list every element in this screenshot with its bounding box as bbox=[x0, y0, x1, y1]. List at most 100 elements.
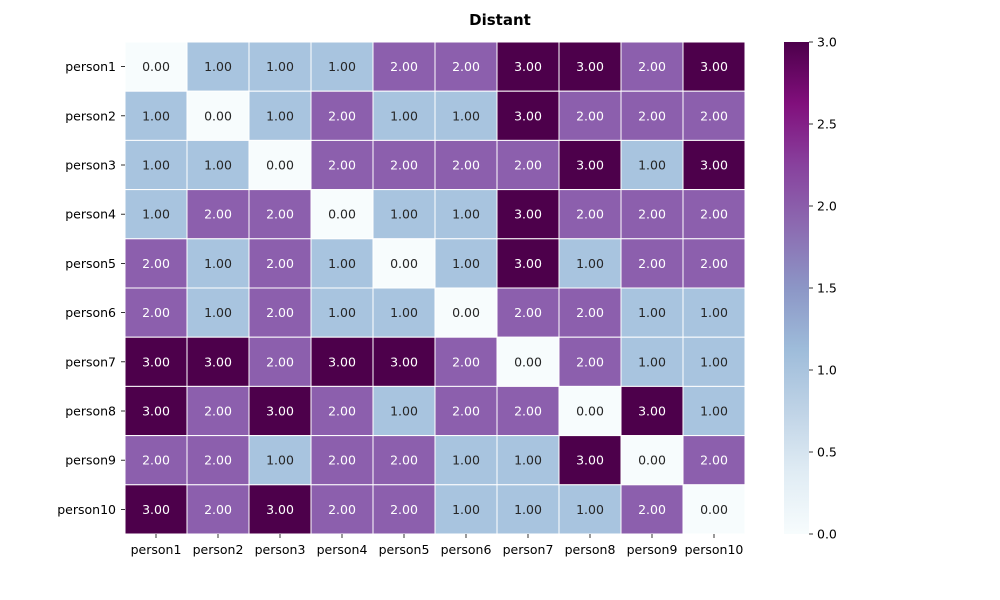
heatmap-cell bbox=[434, 385, 498, 437]
cell-value-label: 2.00 bbox=[576, 305, 604, 320]
heatmap-cell bbox=[682, 189, 746, 240]
cell-value-label: 2.00 bbox=[638, 207, 666, 222]
x-tick-label: person6 bbox=[441, 542, 492, 557]
cell-value-label: 2.00 bbox=[700, 256, 728, 271]
cell-value-label: 1.00 bbox=[390, 305, 418, 320]
x-tick-label: person7 bbox=[503, 542, 554, 557]
cell-value-label: 2.00 bbox=[328, 404, 356, 419]
cell-value-label: 2.00 bbox=[266, 305, 294, 320]
cell-value-label: 2.00 bbox=[142, 305, 170, 320]
cell-value-label: 2.00 bbox=[452, 354, 480, 369]
cell-value-label: 3.00 bbox=[576, 453, 604, 468]
heatmap-cell bbox=[620, 336, 684, 387]
cell-value-label: 2.00 bbox=[390, 502, 418, 517]
colorbar-tick-label: 2.0 bbox=[817, 199, 837, 214]
heatmap-cell bbox=[248, 287, 312, 338]
cell-value-label: 0.00 bbox=[266, 158, 294, 173]
y-tick-label: person4 bbox=[65, 207, 116, 222]
heatmap-cell bbox=[682, 41, 746, 92]
cell-value-label: 1.00 bbox=[514, 453, 542, 468]
y-tick-label: person3 bbox=[65, 158, 116, 173]
heatmap-cell bbox=[186, 41, 250, 92]
cell-value-label: 3.00 bbox=[700, 59, 728, 74]
colorbar-tick-label: 0.0 bbox=[817, 527, 837, 542]
cell-value-label: 1.00 bbox=[204, 305, 232, 320]
y-tick-label: person9 bbox=[65, 453, 116, 468]
cell-value-label: 1.00 bbox=[638, 354, 666, 369]
heatmap-cell bbox=[248, 238, 312, 289]
heatmap-cell bbox=[558, 385, 622, 437]
cell-value-label: 2.00 bbox=[514, 404, 542, 419]
heatmap-cell bbox=[372, 139, 436, 191]
colorbar-tick-label: 2.5 bbox=[817, 117, 837, 132]
cell-value-label: 2.00 bbox=[576, 207, 604, 222]
cell-value-label: 3.00 bbox=[204, 354, 232, 369]
cell-value-label: 0.00 bbox=[576, 404, 604, 419]
cell-value-label: 1.00 bbox=[700, 305, 728, 320]
cell-value-label: 1.00 bbox=[452, 453, 480, 468]
heatmap-cell bbox=[620, 435, 684, 486]
cell-value-label: 2.00 bbox=[266, 207, 294, 222]
cell-value-label: 0.00 bbox=[700, 502, 728, 517]
cell-value-label: 1.00 bbox=[266, 108, 294, 123]
heatmap-cell bbox=[124, 189, 188, 240]
heatmap-cell bbox=[186, 385, 250, 437]
heatmap-cell bbox=[620, 287, 684, 338]
cell-value-label: 3.00 bbox=[514, 207, 542, 222]
cell-value-label: 3.00 bbox=[390, 354, 418, 369]
heatmap-cell bbox=[620, 484, 684, 535]
cell-value-label: 2.00 bbox=[452, 158, 480, 173]
heatmap-cell bbox=[186, 90, 250, 141]
heatmap-cell bbox=[248, 139, 312, 191]
cell-value-label: 0.00 bbox=[638, 453, 666, 468]
cell-value-label: 1.00 bbox=[266, 59, 294, 74]
colorbar-gradient bbox=[784, 42, 809, 534]
heatmap-cell bbox=[496, 385, 560, 437]
x-tick-label: person10 bbox=[685, 542, 744, 557]
cell-value-label: 0.00 bbox=[452, 305, 480, 320]
heatmap-cell bbox=[248, 435, 312, 486]
cell-value-label: 3.00 bbox=[576, 158, 604, 173]
heatmap-cell bbox=[124, 484, 188, 535]
heatmap-cell bbox=[248, 385, 312, 437]
cell-value-label: 3.00 bbox=[514, 256, 542, 271]
cell-value-label: 1.00 bbox=[452, 256, 480, 271]
cell-value-label: 2.00 bbox=[266, 354, 294, 369]
cell-value-label: 2.00 bbox=[390, 453, 418, 468]
cell-value-label: 1.00 bbox=[576, 256, 604, 271]
cell-value-label: 1.00 bbox=[266, 453, 294, 468]
cell-value-label: 2.00 bbox=[514, 305, 542, 320]
y-tick-label: person7 bbox=[65, 354, 116, 369]
cell-value-label: 1.00 bbox=[328, 59, 356, 74]
cell-value-label: 2.00 bbox=[576, 108, 604, 123]
heatmap-cell bbox=[372, 287, 436, 338]
y-tick-label: person2 bbox=[65, 108, 116, 123]
heatmap-cell bbox=[496, 139, 560, 191]
cell-value-label: 2.00 bbox=[700, 453, 728, 468]
cell-value-label: 2.00 bbox=[328, 453, 356, 468]
cell-value-label: 2.00 bbox=[204, 404, 232, 419]
cell-value-label: 1.00 bbox=[390, 207, 418, 222]
heatmap-cell bbox=[186, 435, 250, 486]
cell-value-label: 3.00 bbox=[142, 404, 170, 419]
cell-value-label: 1.00 bbox=[700, 354, 728, 369]
x-tick-label: person2 bbox=[193, 542, 244, 557]
cell-value-label: 3.00 bbox=[700, 158, 728, 173]
cell-value-label: 2.00 bbox=[452, 404, 480, 419]
colorbar-tick-label: 1.0 bbox=[817, 363, 837, 378]
cell-value-label: 3.00 bbox=[514, 59, 542, 74]
cell-value-label: 1.00 bbox=[204, 256, 232, 271]
cell-value-label: 3.00 bbox=[142, 502, 170, 517]
heatmap-cell bbox=[682, 139, 746, 191]
cell-value-label: 0.00 bbox=[204, 108, 232, 123]
heatmap-cell bbox=[310, 287, 374, 338]
cell-value-label: 1.00 bbox=[390, 108, 418, 123]
cell-value-label: 1.00 bbox=[328, 305, 356, 320]
cell-value-label: 0.00 bbox=[328, 207, 356, 222]
heatmap-cell bbox=[186, 139, 250, 191]
x-tick-label: person9 bbox=[627, 542, 678, 557]
heatmap-cell bbox=[124, 287, 188, 338]
heatmap-cell bbox=[620, 90, 684, 141]
cell-value-label: 3.00 bbox=[638, 404, 666, 419]
